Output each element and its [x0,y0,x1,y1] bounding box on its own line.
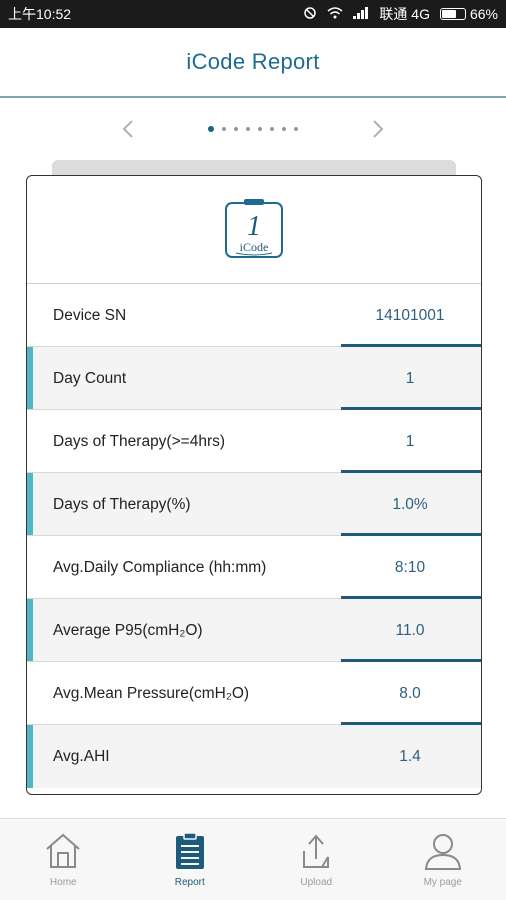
value-underline [341,596,481,599]
row-accent-bar [27,725,33,788]
nav-upload[interactable]: Upload [253,819,380,900]
report-row: Device SN 14101001 [27,284,481,347]
nav-report-label: Report [174,877,205,888]
row-label: Days of Therapy(%) [53,495,191,513]
report-row: Avg.AHI 1.4 [27,725,481,788]
row-label: Day Count [53,369,127,387]
battery-percent: 66% [469,6,498,22]
row-divider [27,346,341,347]
row-value: 11.0 [395,621,425,639]
wifi-icon [327,6,343,23]
page-dot [246,127,250,131]
nav-home-label: Home [49,877,77,888]
svg-text:1: 1 [247,211,261,242]
page-dot [270,127,274,131]
page-title: iCode Report [186,49,320,74]
value-underline [341,659,481,662]
report-icon [175,832,204,869]
bottom-navigation: Home Report Upload My page [0,818,506,900]
prev-page-button[interactable] [108,112,148,146]
status-icons: 联通 4G 66% [303,4,498,24]
carrier-label: 联通 4G [379,6,430,22]
chevron-right-icon [373,120,384,138]
upload-icon [303,834,330,868]
row-divider [27,409,341,410]
report-row: Days of Therapy(>=4hrs) 1 [27,410,481,473]
value-underline [341,722,481,725]
next-page-button[interactable] [358,112,398,146]
report-rows: Device SN 14101001 Day Count 1 Days of Thera… [27,284,481,788]
row-divider [27,535,341,536]
app-header: iCode Report [0,28,506,98]
status-bar: 上午10:52 联通 4G 66% [0,0,506,28]
row-accent-bar [27,473,33,536]
row-accent-bar [27,599,33,662]
row-accent-bar [27,347,33,410]
row-value: 8:10 [394,558,426,576]
battery-icon [439,8,466,20]
row-divider [27,598,341,599]
signal-icon [353,6,369,22]
row-value: 1 [405,432,415,450]
card-stack-shadow [52,160,456,178]
value-underline [341,533,481,536]
page-indicator [0,112,506,146]
value-underline [341,407,481,410]
row-label: Avg.AHI [53,747,110,765]
home-icon [46,833,80,868]
value-underline [341,470,481,473]
report-row: Day Count 1 [27,347,481,410]
row-label: Avg.Daily Compliance (hh:mm) [53,558,267,576]
row-divider [27,661,341,662]
page-dot [208,126,214,132]
nav-my-page[interactable]: My page [380,819,506,900]
nav-my-page-label: My page [423,877,462,888]
row-value: 1.0% [392,495,428,513]
row-label: Device SN [53,306,127,324]
page-dot [234,127,238,131]
page-dots [208,126,298,132]
report-row: Avg.Daily Compliance (hh:mm) 8:10 [27,536,481,599]
row-value: 14101001 [375,306,445,324]
report-row: Avg.Mean Pressure(cmH₂O) 8.0 [27,662,481,725]
row-label: Average P95(cmH₂O) [53,621,203,639]
nav-report[interactable]: Report [127,819,254,900]
sync-icon [303,6,317,23]
status-time: 上午10:52 [8,6,72,22]
battery-indicator: 66% [439,6,498,22]
chevron-left-icon [122,120,133,138]
nav-home[interactable]: Home [0,819,127,900]
page-dot [222,127,226,131]
row-value: 8.0 [399,684,421,702]
report-row: Average P95(cmH₂O) 11.0 [27,599,481,662]
page-dot [258,127,262,131]
row-value: 1 [405,369,415,387]
nav-upload-label: Upload [300,877,333,888]
icode-logo-area: 1 iCode [27,176,481,284]
value-underline [341,344,481,347]
row-divider [27,472,341,473]
row-value: 1.4 [399,747,421,765]
user-icon [424,834,461,870]
row-label: Days of Therapy(>=4hrs) [53,432,226,450]
page-dot [282,127,286,131]
report-row: Days of Therapy(%) 1.0% [27,473,481,536]
row-divider [27,724,341,725]
page-dot [294,127,298,131]
svg-text:iCode: iCode [240,240,269,254]
report-card: 1 iCode Device SN 14101001 Day Count 1 Days … [26,175,482,795]
icode-logo-icon: 1 iCode [225,198,283,258]
row-label: Avg.Mean Pressure(cmH₂O) [53,684,250,702]
